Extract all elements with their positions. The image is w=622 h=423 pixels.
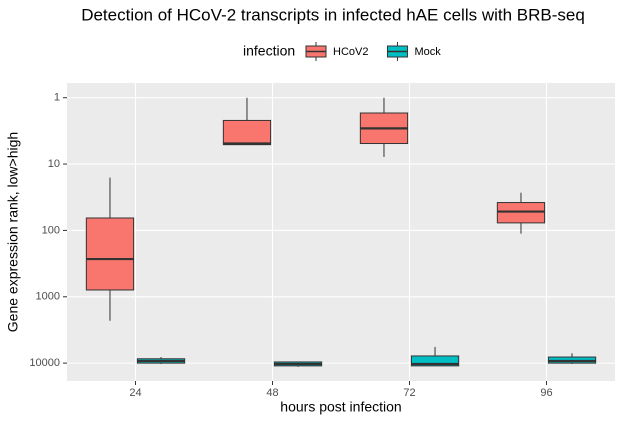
legend-label: Mock xyxy=(414,46,441,58)
y-tick-label: 100 xyxy=(42,224,60,236)
x-axis-label: hours post infection xyxy=(280,399,401,415)
box xyxy=(496,202,546,224)
legend-title: infection xyxy=(243,43,295,59)
y-tick-label: 1000 xyxy=(36,291,60,303)
y-tick-label: 10 xyxy=(48,158,60,170)
x-tick-label: 96 xyxy=(540,387,552,399)
x-tick-label: 72 xyxy=(403,387,415,399)
y-tick-label: 10000 xyxy=(29,357,60,369)
x-tick-label: 48 xyxy=(266,387,278,399)
y-axis-label: Gene expression rank, low>high xyxy=(5,132,21,332)
y-tick-label: 1 xyxy=(54,92,60,104)
box xyxy=(85,217,135,291)
box xyxy=(410,355,460,367)
legend-label: HCoV2 xyxy=(333,46,368,58)
box xyxy=(222,119,272,146)
chart-title: Detection of HCoV-2 transcripts in infec… xyxy=(81,5,585,24)
panel xyxy=(67,83,615,381)
x-tick-label: 24 xyxy=(129,387,141,399)
